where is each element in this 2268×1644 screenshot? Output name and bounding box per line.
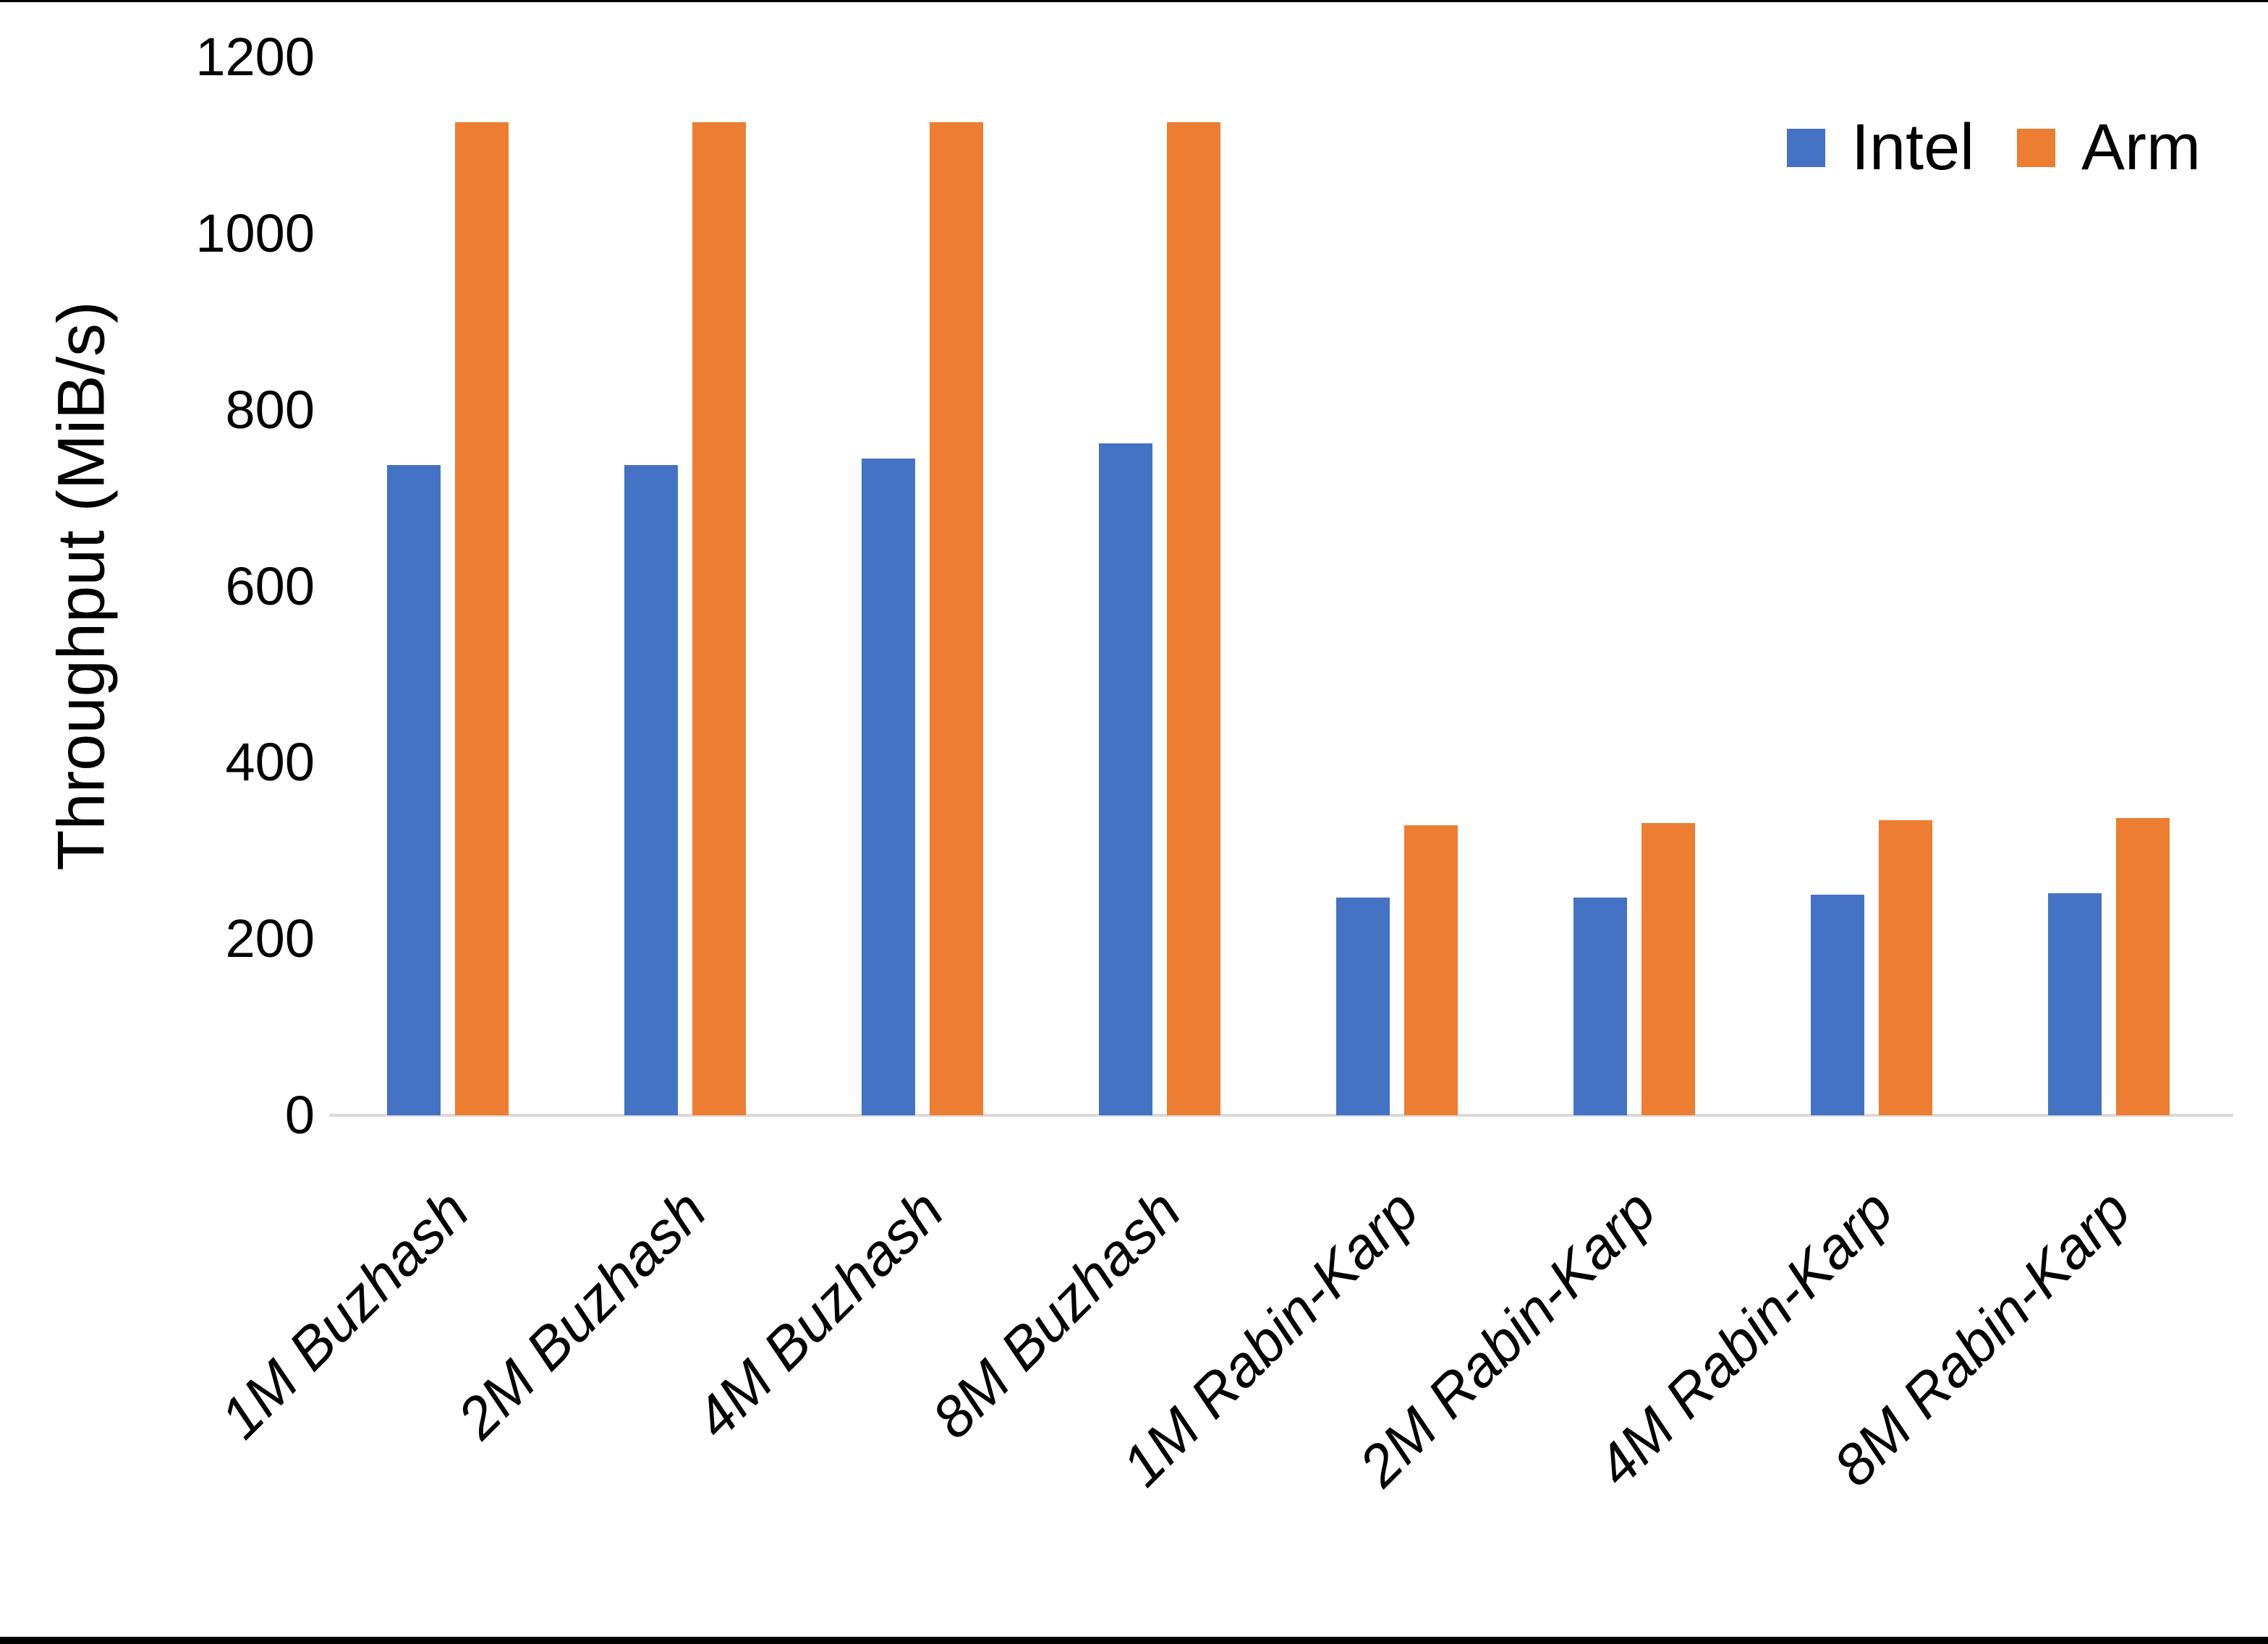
bar-arm-2m-rabin-karp bbox=[1641, 823, 1695, 1115]
y-tick-label-1000: 1000 bbox=[195, 203, 315, 263]
legend-item-intel: Intel bbox=[1787, 108, 1974, 187]
y-tick-label-0: 0 bbox=[284, 1085, 315, 1145]
bar-intel-1m-buzhash bbox=[387, 465, 441, 1115]
bar-intel-1m-rabin-karp bbox=[1336, 898, 1390, 1115]
legend-swatch-intel bbox=[1787, 128, 1825, 167]
bar-arm-2m-buzhash bbox=[692, 122, 746, 1115]
legend-label-intel: Intel bbox=[1851, 111, 1975, 184]
y-tick-label-1200: 1200 bbox=[195, 27, 315, 87]
y-tick-label-200: 200 bbox=[225, 908, 315, 969]
bar-arm-4m-buzhash bbox=[930, 122, 983, 1115]
figure-bottom-border bbox=[0, 1637, 2268, 1644]
bar-intel-2m-rabin-karp bbox=[1573, 898, 1627, 1115]
y-tick-label-400: 400 bbox=[225, 732, 315, 793]
bar-intel-8m-buzhash bbox=[1099, 443, 1152, 1115]
legend-label-arm: Arm bbox=[2081, 111, 2201, 184]
x-axis-line bbox=[329, 1114, 2233, 1117]
y-tick-label-800: 800 bbox=[225, 379, 315, 440]
x-tick-label-4m-buzhash: 4M Buzhash bbox=[682, 1177, 956, 1451]
bar-intel-8m-rabin-karp bbox=[2048, 893, 2102, 1115]
legend-item-arm: Arm bbox=[2017, 108, 2201, 187]
bar-arm-8m-buzhash bbox=[1167, 122, 1220, 1115]
bar-arm-8m-rabin-karp bbox=[2116, 818, 2170, 1115]
bar-intel-4m-rabin-karp bbox=[1811, 895, 1864, 1115]
figure-top-border bbox=[0, 0, 2268, 2]
x-tick-label-2m-buzhash: 2M Buzhash bbox=[445, 1177, 719, 1451]
bar-arm-4m-rabin-karp bbox=[1879, 820, 1932, 1115]
legend-swatch-arm bbox=[2017, 128, 2055, 167]
x-tick-label-1m-buzhash: 1M Buzhash bbox=[208, 1177, 482, 1451]
bar-arm-1m-buzhash bbox=[455, 122, 509, 1115]
bar-intel-2m-buzhash bbox=[624, 465, 678, 1115]
bar-arm-1m-rabin-karp bbox=[1404, 825, 1458, 1115]
bar-intel-4m-buzhash bbox=[862, 459, 915, 1115]
y-tick-label-600: 600 bbox=[225, 555, 315, 616]
